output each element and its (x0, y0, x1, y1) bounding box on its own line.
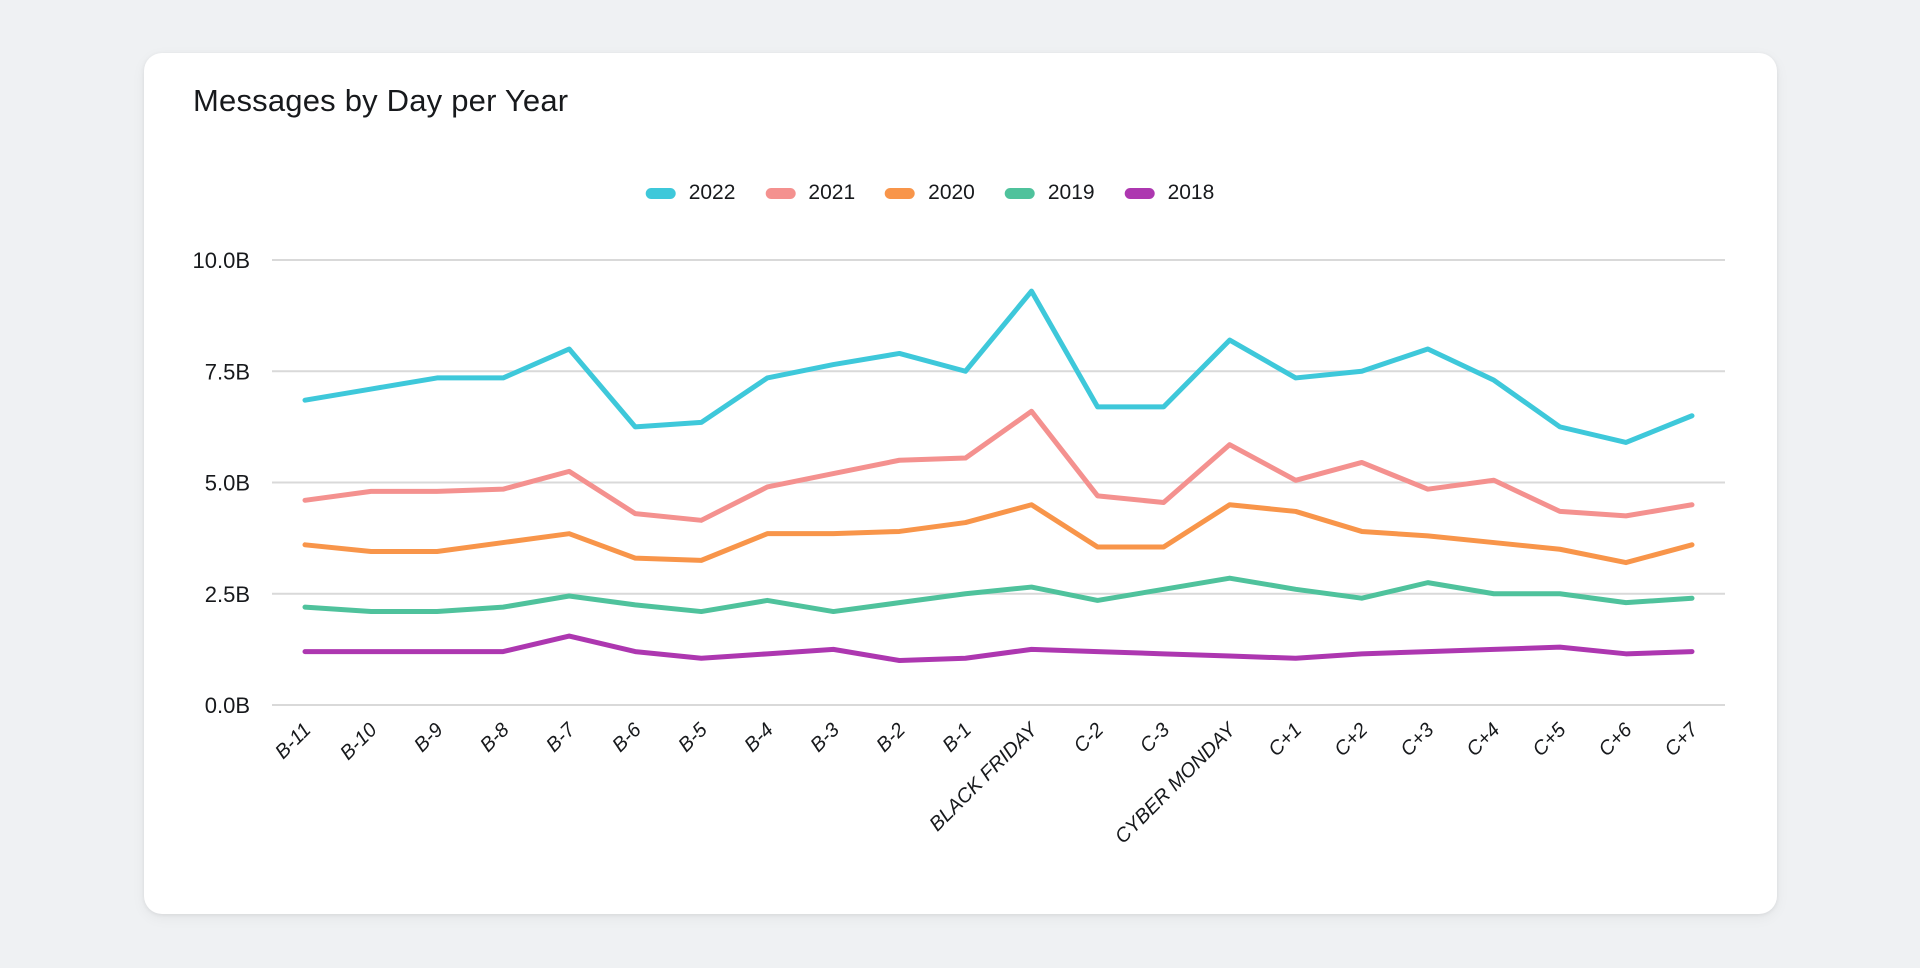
x-axis-label: B-9 (410, 719, 448, 757)
x-axis-label: C+4 (1462, 719, 1504, 761)
series-line-2018 (302, 633, 1695, 663)
legend-swatch-2019 (1004, 187, 1035, 199)
y-axis-label: 7.5B (205, 359, 250, 384)
x-axis-label: C+7 (1661, 718, 1704, 761)
legend-item-2018[interactable]: 2018 (1124, 181, 1215, 205)
x-axis-label: C+6 (1595, 718, 1638, 761)
chart-legend: 2022 2021 2020 2019 2018 (645, 181, 1215, 205)
chart-title: Messages by Day per Year (193, 83, 569, 118)
x-axis-label: B-7 (542, 718, 580, 756)
x-axis-label: B-3 (806, 719, 844, 757)
legend-label: 2021 (808, 181, 856, 204)
y-axis-label: 2.5B (205, 582, 250, 607)
x-axis-label: B-2 (872, 719, 910, 757)
x-axis-label: B-10 (336, 719, 381, 764)
x-axis-label: B-11 (271, 719, 315, 763)
legend-label: 2019 (1047, 181, 1095, 204)
x-axis-label: B-5 (674, 718, 712, 756)
series-line-2020 (302, 502, 1695, 566)
x-axis-label: B-4 (740, 719, 778, 757)
x-axis-label: C+2 (1330, 719, 1372, 761)
legend-swatch-2020 (885, 187, 916, 199)
legend-swatch-2021 (765, 187, 796, 199)
x-axis-label: C-2 (1070, 719, 1108, 757)
legend-item-2022[interactable]: 2022 (645, 181, 736, 205)
legend-label: 2018 (1167, 181, 1215, 204)
legend-item-2020[interactable]: 2020 (885, 181, 975, 205)
x-axis-label: C-3 (1136, 719, 1174, 757)
legend-swatch-2022 (645, 187, 676, 199)
x-axis-label: CYBER MONDAY (1111, 718, 1241, 848)
y-axis-label: 0.0B (205, 693, 250, 718)
legend-swatch-2018 (1124, 187, 1155, 199)
y-axis-label: 5.0B (205, 471, 250, 496)
legend-item-2021[interactable]: 2021 (765, 181, 855, 205)
legend-label: 2020 (928, 181, 975, 204)
x-axis-label: B-8 (476, 719, 514, 757)
series-line-2021 (302, 408, 1695, 523)
x-axis-label: C+1 (1264, 719, 1306, 761)
series-line-2019 (302, 575, 1695, 615)
x-axis-label: C+3 (1396, 719, 1438, 761)
legend-label: 2022 (688, 181, 736, 204)
legend-item-2019[interactable]: 2019 (1004, 181, 1095, 205)
x-axis-label: B-6 (608, 718, 646, 756)
x-axis-label: B-1 (938, 719, 976, 757)
series-line-2022 (302, 288, 1695, 445)
x-axis-label: C+5 (1529, 718, 1572, 761)
y-axis-label: 10.0B (193, 248, 251, 273)
